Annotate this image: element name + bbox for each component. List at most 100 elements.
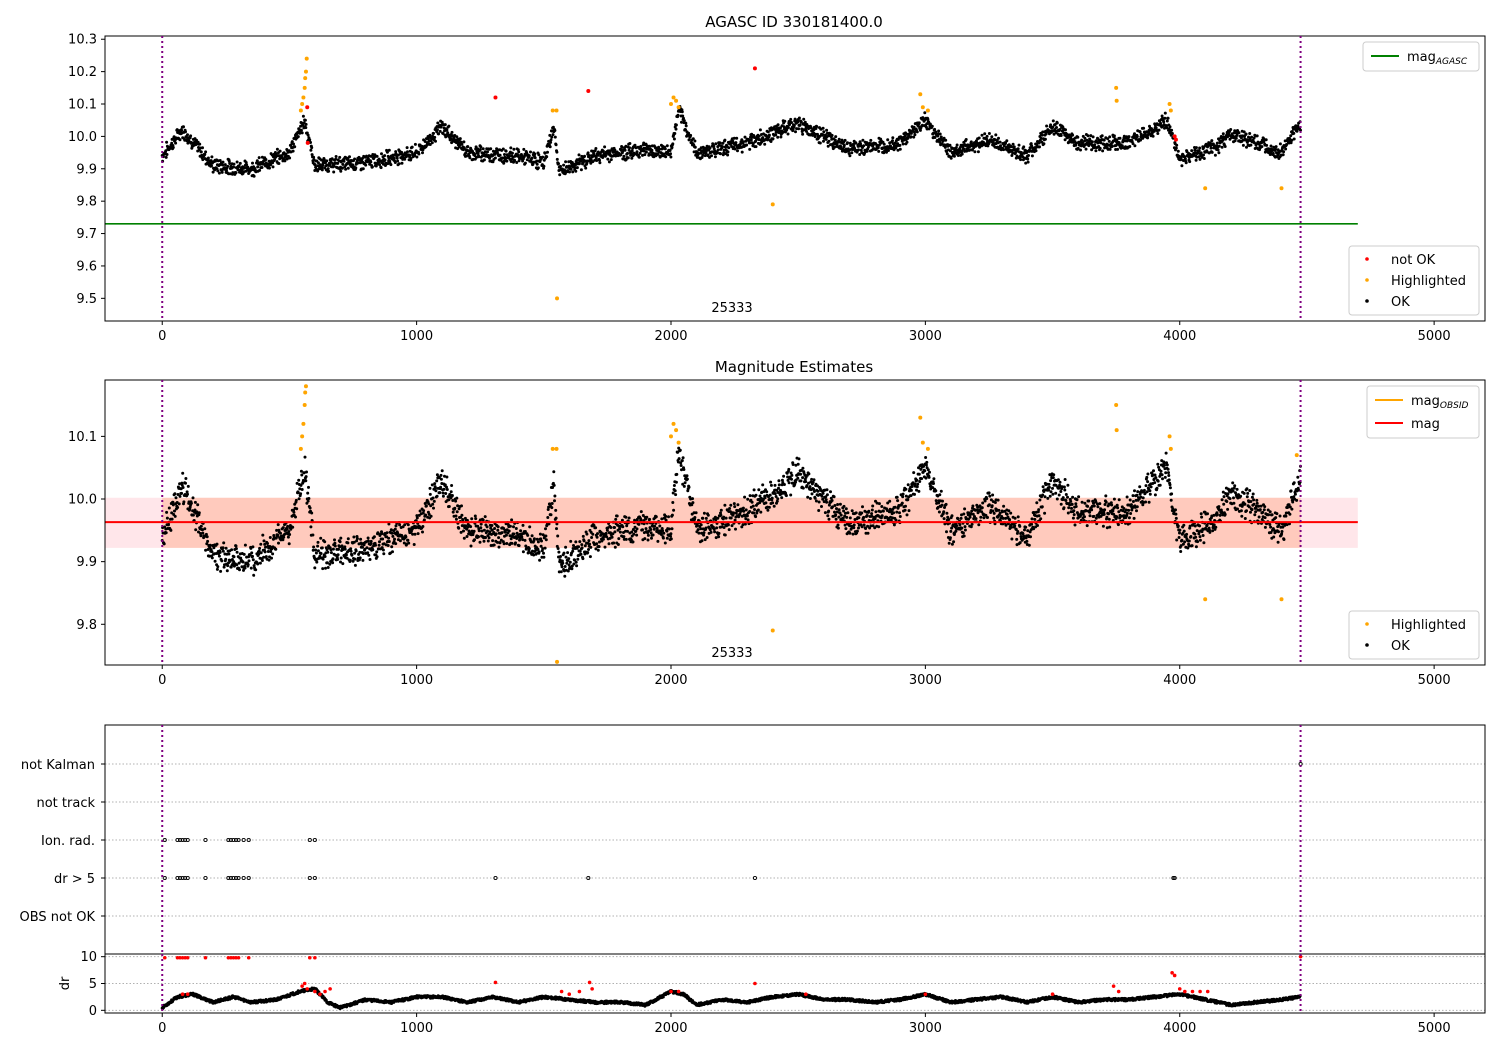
data-point-ok [794, 130, 797, 134]
data-point-ok [797, 457, 801, 461]
data-point-ok [1084, 147, 1088, 151]
data-point-ok [821, 491, 825, 495]
data-point-ok [517, 150, 521, 154]
data-point-ok [852, 523, 856, 527]
data-point-ok [536, 166, 540, 170]
data-point-ok [395, 156, 399, 160]
data-point-ok [915, 478, 919, 482]
data-point-ok [1170, 128, 1174, 132]
data-point-ok [1188, 160, 1192, 164]
data-point-ok [862, 144, 866, 148]
data-point-ok [275, 147, 279, 151]
data-point-ok [349, 549, 353, 553]
data-point-ok [669, 537, 673, 541]
data-point-ok [618, 530, 622, 534]
data-point-ok [740, 138, 744, 142]
data-point-ok [654, 515, 658, 519]
data-point-ok [844, 527, 848, 531]
data-point-ok [827, 139, 831, 143]
data-point-ok [877, 143, 881, 147]
data-point-ok [300, 473, 304, 477]
data-point-ok [390, 531, 394, 535]
data-point-ok [601, 149, 605, 153]
data-point-ok [801, 486, 805, 490]
data-point-ok [944, 138, 948, 142]
data-point-ok [784, 494, 788, 498]
data-point-ok [307, 485, 310, 489]
data-point-ok [306, 133, 310, 137]
data-point-ok [862, 515, 866, 519]
data-point-ok [820, 494, 824, 498]
data-point-ok [304, 479, 308, 483]
data-point-ok [323, 555, 327, 558]
data-point-ok [404, 535, 408, 539]
data-point-highlighted [925, 108, 930, 113]
data-point-ok [329, 551, 333, 555]
data-point-ok [298, 131, 302, 135]
data-point-ok [307, 497, 311, 500]
data-point-ok [257, 156, 261, 160]
data-point-ok [896, 499, 900, 503]
data-point-ok [853, 146, 857, 150]
data-point-ok [173, 514, 177, 518]
data-point-ok [976, 150, 980, 154]
data-point-ok [574, 169, 578, 173]
data-point-ok [898, 143, 902, 147]
data-point-ok [956, 517, 960, 521]
data-point-ok [1209, 146, 1213, 150]
data-point-ok [205, 535, 209, 539]
data-point-ok [977, 136, 981, 140]
data-point-ok [437, 132, 441, 136]
data-point-ok [517, 544, 521, 548]
data-point-ok [803, 120, 807, 124]
data-point-ok [1051, 119, 1055, 123]
data-point-ok [1076, 146, 1080, 150]
data-point-ok [545, 155, 549, 159]
data-point-ok [413, 142, 417, 146]
data-point-ok [403, 157, 407, 161]
data-point-ok [473, 538, 476, 542]
data-point-ok [757, 134, 761, 138]
data-point-ok [288, 533, 292, 536]
data-point-ok [715, 151, 719, 155]
data-point-ok [580, 546, 584, 550]
data-point-ok [1076, 135, 1080, 139]
data-point-ok [703, 154, 707, 158]
data-point-ok [576, 557, 580, 561]
data-point-ok [779, 135, 783, 139]
data-point-ok [266, 542, 269, 545]
data-point-ok [693, 139, 697, 143]
data-point-ok [857, 516, 861, 520]
data-point-ok [607, 160, 611, 164]
data-point-ok [564, 160, 568, 164]
data-point-ok [777, 479, 781, 483]
data-point-ok [433, 482, 437, 486]
data-point-ok [635, 150, 639, 154]
data-point-ok [787, 481, 791, 485]
data-point-ok [435, 479, 439, 483]
data-point-ok [1198, 146, 1202, 150]
data-point-ok [651, 533, 655, 537]
data-point-ok [293, 145, 297, 149]
data-point-ok [435, 128, 439, 132]
data-point-ok [230, 548, 234, 552]
data-point-ok [562, 551, 566, 555]
data-point-ok [481, 147, 485, 151]
data-point-ok [726, 523, 730, 527]
data-point-ok [297, 478, 301, 482]
data-point-ok [297, 497, 301, 501]
data-point-ok [530, 534, 534, 538]
data-point-ok [925, 460, 929, 464]
data-point-ok [771, 137, 775, 141]
data-point-ok [450, 484, 454, 487]
data-point-ok [1190, 149, 1194, 153]
data-point-ok [900, 501, 904, 505]
data-point-ok [548, 133, 552, 137]
data-point-ok [309, 148, 313, 152]
data-point-ok [894, 518, 898, 522]
data-point-ok [624, 537, 628, 541]
data-point-ok [422, 518, 426, 522]
data-point-ok [942, 517, 946, 521]
data-point-ok [440, 120, 444, 124]
data-point-ok [474, 517, 478, 521]
